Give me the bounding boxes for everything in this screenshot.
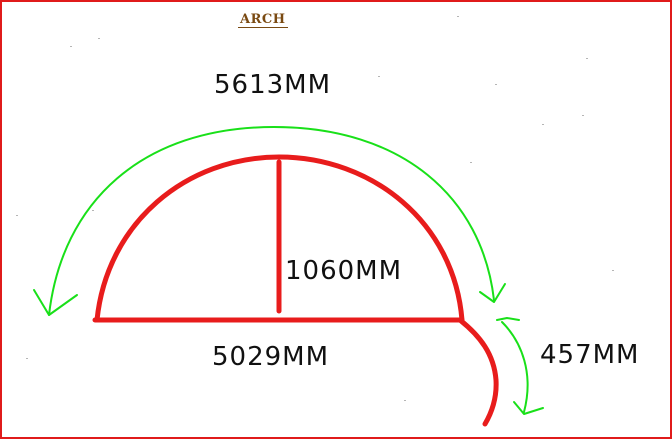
noise-speck xyxy=(542,124,544,125)
arc-length-dimension-arrow xyxy=(48,126,495,316)
arch-curve xyxy=(94,154,465,323)
noise-speck xyxy=(16,215,18,216)
noise-speck xyxy=(70,46,72,47)
arc-length-arrowhead-right xyxy=(479,283,506,303)
side-arrowhead-top xyxy=(496,317,520,321)
diagram-title: ARCH xyxy=(238,12,288,28)
chord-label: 5029MM xyxy=(212,342,330,372)
noise-speck xyxy=(495,84,497,85)
noise-speck xyxy=(404,400,406,401)
arc-length-label: 5613MM xyxy=(214,70,332,100)
noise-speck xyxy=(26,358,28,359)
side-curve-label: 457MM xyxy=(540,340,640,370)
noise-speck xyxy=(457,16,459,17)
height-label: 1060MM xyxy=(285,256,403,286)
noise-speck xyxy=(470,162,472,163)
side-curve xyxy=(457,317,499,427)
side-arrowhead-bottom xyxy=(513,401,544,415)
noise-speck xyxy=(582,115,584,116)
noise-speck xyxy=(378,76,380,77)
side-dimension-arrow xyxy=(501,321,529,413)
arc-length-arrowhead-left xyxy=(33,289,78,316)
noise-speck xyxy=(612,270,614,271)
noise-speck xyxy=(98,38,100,39)
noise-speck xyxy=(92,210,94,211)
noise-speck xyxy=(586,58,588,59)
